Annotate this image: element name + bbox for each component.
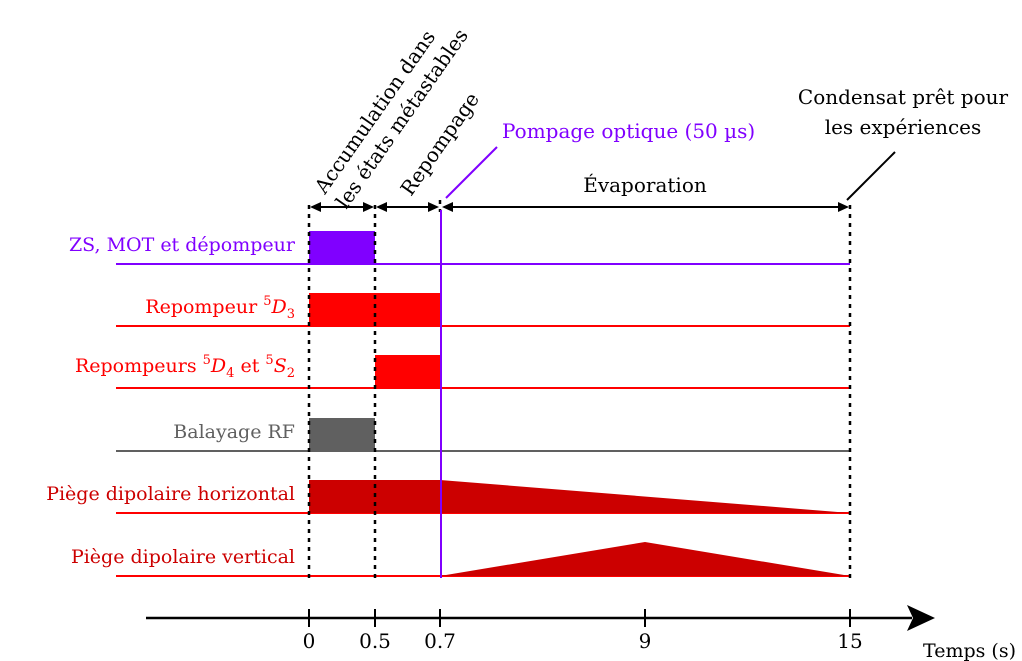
label-rep5d4-sub2: 2 [287, 366, 295, 381]
label-rep5d3-sup: 5 [263, 294, 271, 309]
label-rf: Balayage RF [173, 421, 295, 443]
pulse-rf [309, 418, 375, 451]
arrowhead-evap-right [838, 202, 849, 212]
label-rep5d4-main: Repompeurs [75, 355, 203, 377]
phase-pompage: Pompage optique (50 µs) [502, 119, 755, 143]
label-rep5d4-mid: et [234, 355, 265, 377]
condensat-callout [846, 151, 896, 201]
label-zs: ZS, MOT et dépompeur [69, 234, 296, 256]
time-axis-arrowhead [907, 605, 935, 631]
label-rep5d4-sup1: 5 [203, 353, 211, 368]
label-rep5d4-var1: D [210, 355, 226, 377]
phase-condensat-line1: Condensat prêt pour [798, 85, 1009, 109]
label-rep5d3-var: D [270, 296, 286, 318]
pumping-callout [445, 146, 498, 199]
arrowhead-acc-right [363, 202, 374, 212]
time-axis-label: Temps (s) [923, 640, 1016, 661]
tick-label-07: 0.7 [424, 629, 456, 653]
label-rep5d3: Repompeur 5D3 [145, 294, 295, 322]
label-rep5d3-sub: 3 [287, 307, 295, 322]
pulse-rep5d4 [375, 355, 440, 388]
ramp-dph [309, 480, 850, 513]
phase-evaporation: Évaporation [583, 173, 707, 197]
label-dpv: Piège dipolaire vertical [71, 546, 295, 568]
label-rep5d4-var2: S [274, 355, 287, 377]
arrowhead-evap-left [442, 202, 453, 212]
phase-condensat-line2: les expériences [825, 115, 982, 139]
pulse-zs [309, 231, 375, 264]
label-rep5d4: Repompeurs 5D4 et 5S2 [75, 353, 295, 381]
label-dph: Piège dipolaire horizontal [46, 483, 295, 505]
tick-label-05: 0.5 [359, 629, 391, 653]
arrowhead-rep-right [428, 202, 439, 212]
tick-label-15: 15 [837, 629, 862, 653]
arrowhead-acc-left [310, 202, 321, 212]
arrowhead-rep-left [376, 202, 387, 212]
ramp-dpv [440, 542, 850, 576]
tick-label-9: 9 [639, 629, 652, 653]
tick-label-0: 0 [303, 629, 316, 653]
label-rep5d4-sup2: 5 [265, 353, 273, 368]
label-rep5d4-sub1: 4 [226, 366, 234, 381]
label-rep5d3-main: Repompeur [145, 296, 263, 318]
